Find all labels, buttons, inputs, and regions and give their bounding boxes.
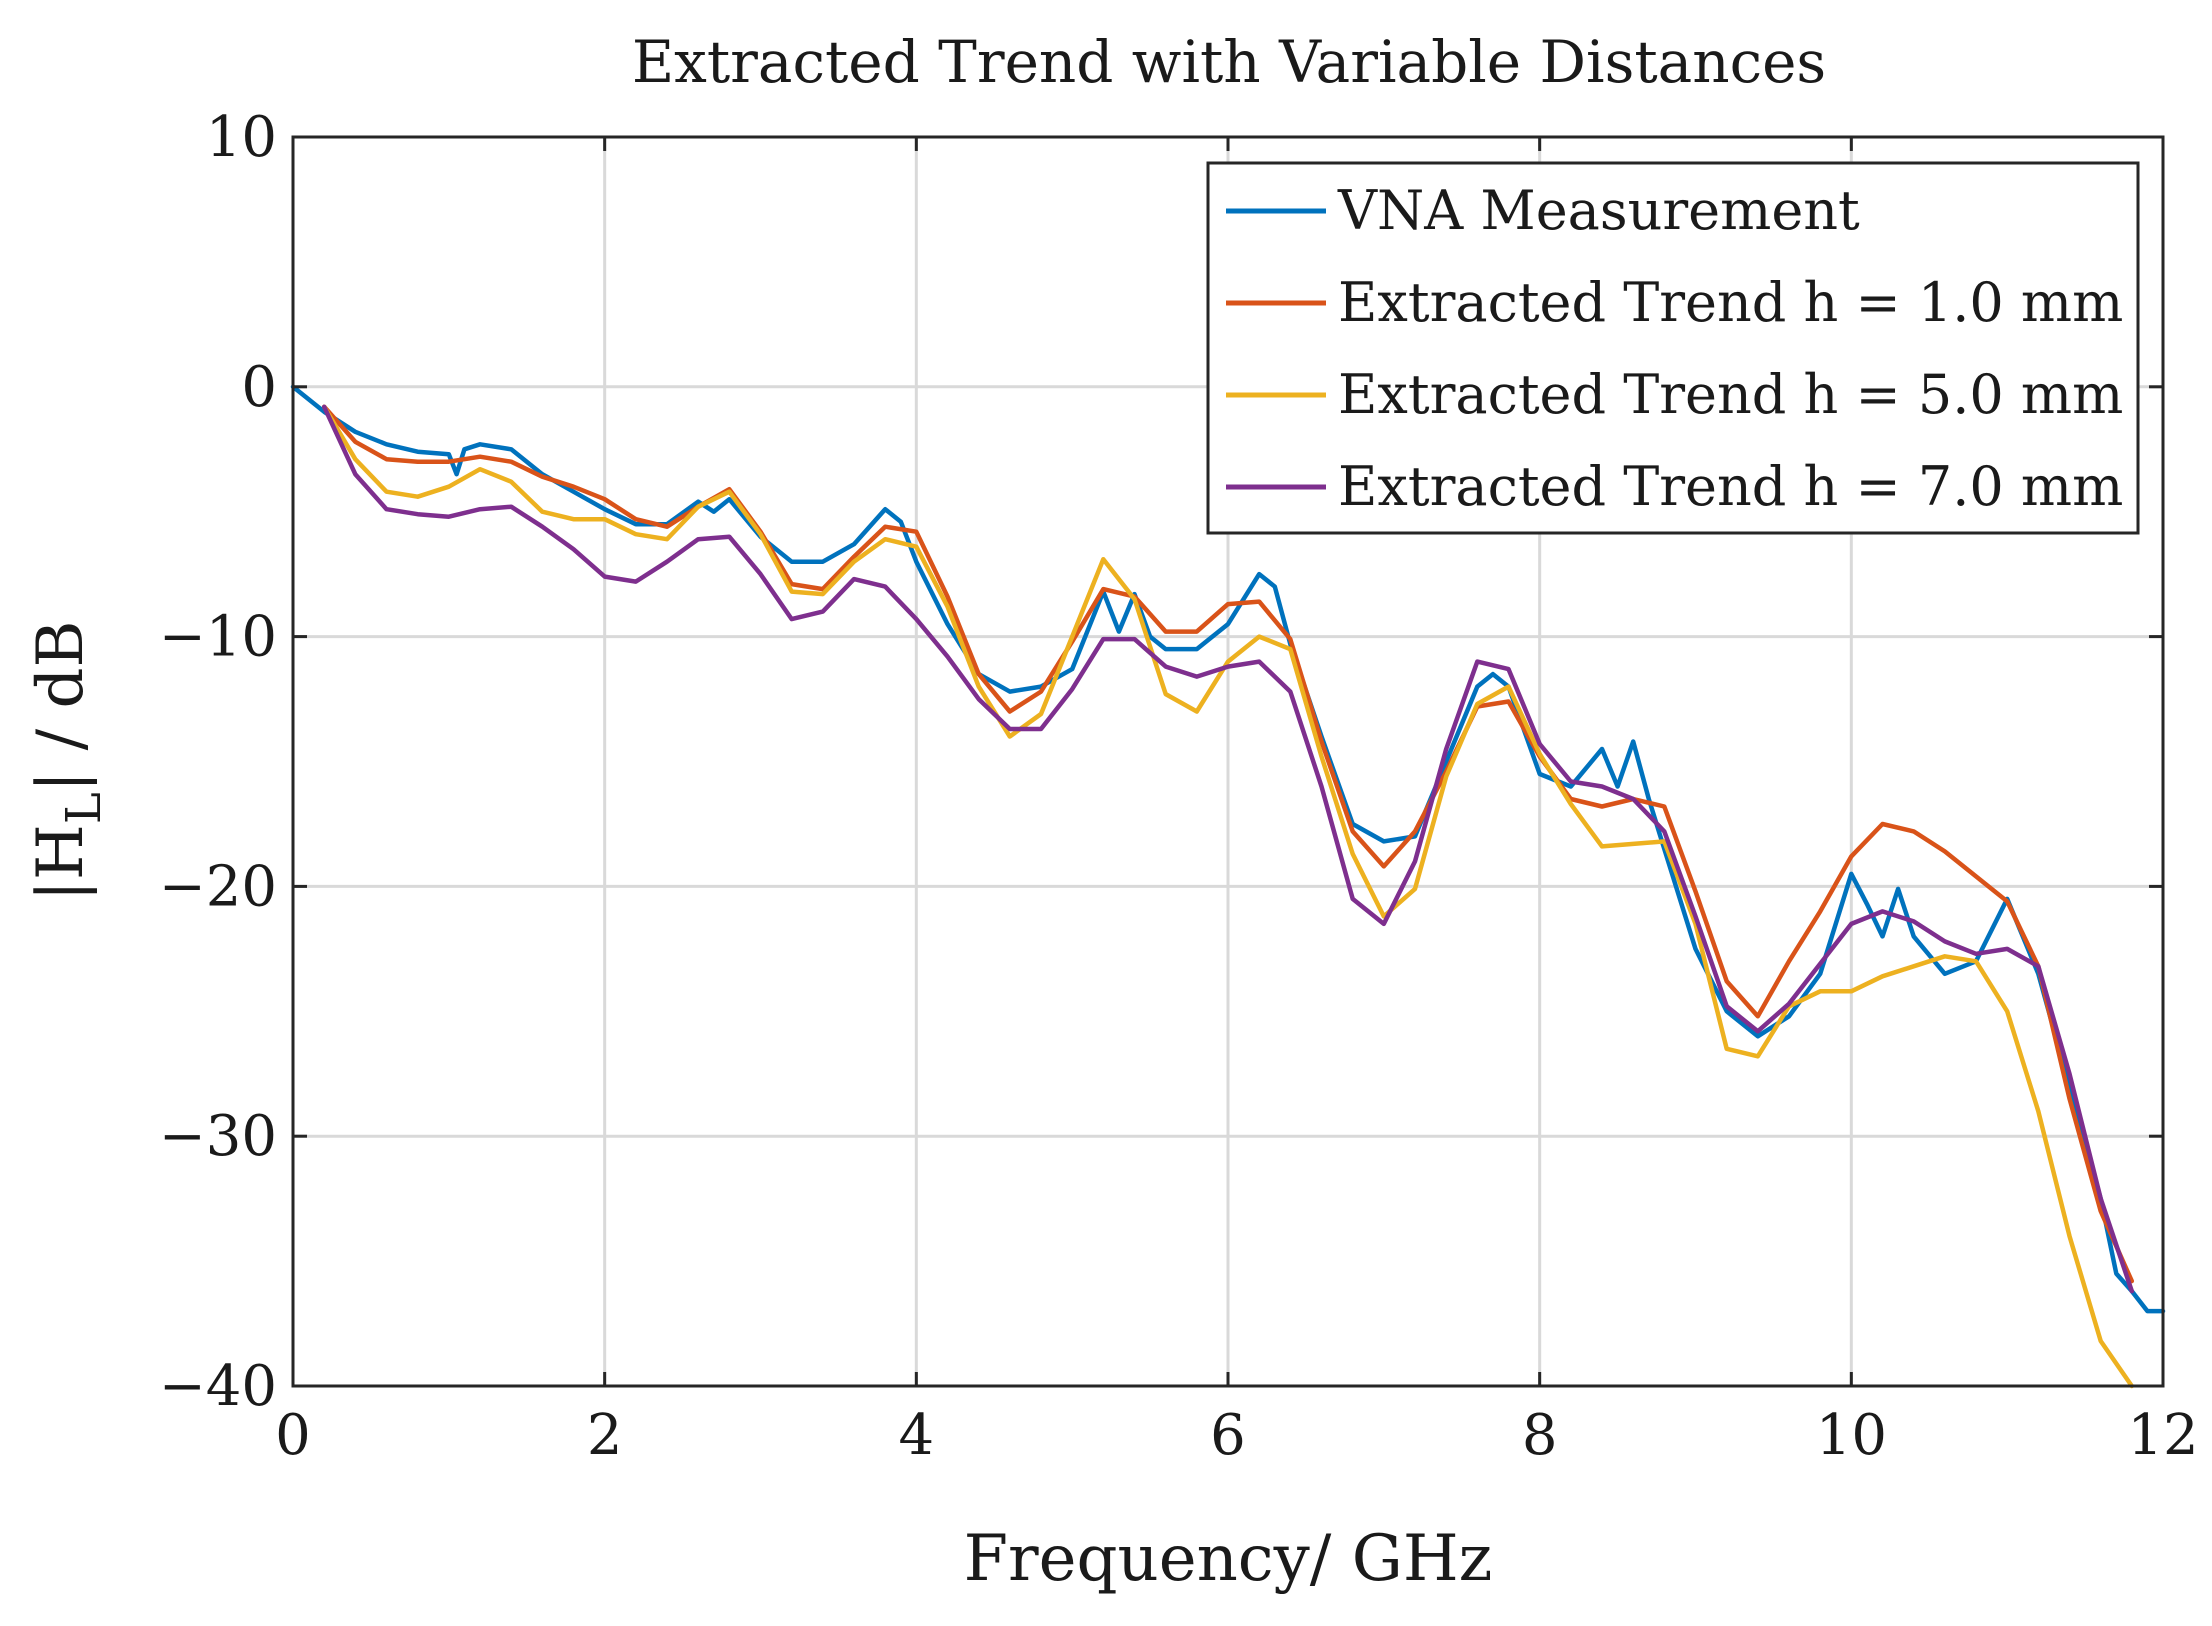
x-tick-label: 4 (899, 1403, 935, 1468)
y-axis-label-sub: L (56, 792, 112, 824)
x-tick-label: 0 (275, 1403, 311, 1468)
y-tick-label: 10 (206, 105, 277, 170)
y-tick-label: −40 (159, 1354, 277, 1419)
y-axis-label-tail: | / dB (24, 620, 98, 792)
chart-title: Extracted Trend with Variable Distances (632, 28, 1826, 96)
legend-label-4: Extracted Trend h = 7.0 mm (1338, 455, 2123, 518)
legend-label-3: Extracted Trend h = 5.0 mm (1338, 363, 2123, 426)
x-tick-label: 8 (1522, 1403, 1558, 1468)
y-tick-label: −10 (159, 605, 277, 670)
legend: VNA Measurement Extracted Trend h = 1.0 m… (1206, 161, 2140, 535)
x-tick-label: 2 (587, 1403, 623, 1468)
x-tick-label: 12 (2127, 1403, 2198, 1468)
x-tick-label: 6 (1210, 1403, 1246, 1468)
series-line-3 (321, 404, 2135, 1389)
axis-ticks: 0 2 4 6 8 10 12 10 0 −10 −20 −30 −40 (159, 105, 2199, 1468)
y-axis-label-main: |H (24, 824, 98, 901)
series-line-2 (321, 404, 2135, 1284)
y-tick-label: −30 (159, 1104, 277, 1169)
series-line-4 (321, 404, 2135, 1294)
y-axis-label: |HL| / dB (24, 620, 112, 901)
x-tick-label: 10 (1816, 1403, 1887, 1468)
series-line-1 (290, 384, 2166, 1314)
series-lines (290, 384, 2166, 1389)
y-tick-label: −20 (159, 854, 277, 919)
y-tick-label: 0 (241, 355, 277, 420)
legend-box (1206, 161, 2140, 535)
x-axis-label: Frequency/ GHz (964, 1522, 1493, 1596)
legend-label-2: Extracted Trend h = 1.0 mm (1338, 271, 2123, 334)
legend-label-1: VNA Measurement (1337, 179, 1860, 242)
